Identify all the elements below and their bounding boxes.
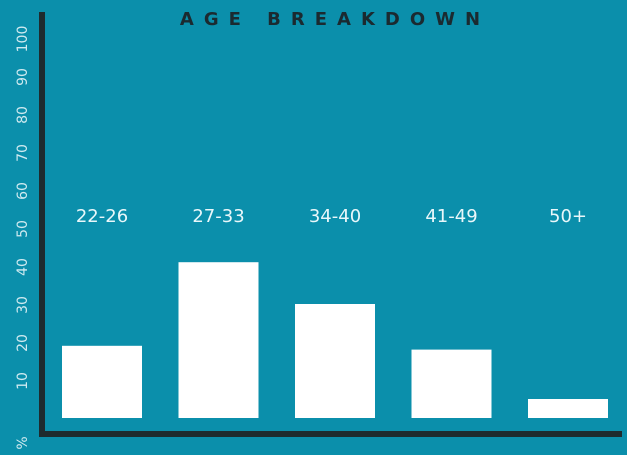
y-tick-label: 50 xyxy=(15,220,31,238)
chart-title: AGE BREAKDOWN xyxy=(180,9,490,30)
y-tick-label: 70 xyxy=(15,144,31,162)
y-tick-label: 100 xyxy=(15,26,31,53)
category-label: 34-40 xyxy=(309,206,361,227)
y-axis-label: % xyxy=(15,436,31,449)
bar xyxy=(62,345,142,418)
y-tick-label: 80 xyxy=(15,106,31,124)
category-label: 22-26 xyxy=(76,206,128,227)
bar xyxy=(411,349,492,418)
y-tick-label: 30 xyxy=(15,296,31,314)
y-tick-label: 60 xyxy=(15,182,31,200)
y-tick-label: 90 xyxy=(15,68,31,86)
category-labels: 22-26 27-33 34-40 41-49 50+ xyxy=(76,206,587,227)
y-tick-label: 20 xyxy=(15,334,31,352)
bars-group xyxy=(62,262,608,418)
bar xyxy=(528,399,608,418)
y-axis-ticks: 10 20 30 40 50 60 70 80 90 100 xyxy=(15,26,31,390)
category-label: 27-33 xyxy=(192,206,244,227)
bar xyxy=(178,262,259,418)
category-label: 50+ xyxy=(549,206,587,227)
y-tick-label: 10 xyxy=(15,372,31,390)
bar xyxy=(295,304,375,418)
y-tick-label: 40 xyxy=(15,258,31,276)
category-label: 41-49 xyxy=(425,206,477,227)
